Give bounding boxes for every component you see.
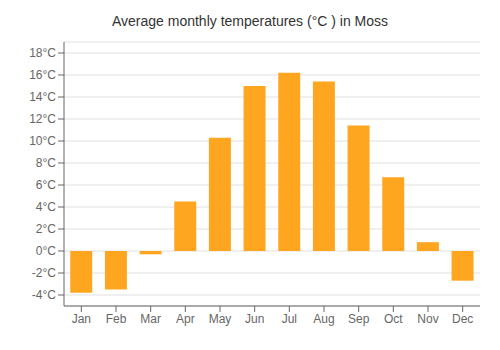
svg-text:Oct: Oct (384, 312, 403, 326)
svg-text:10°C: 10°C (29, 134, 56, 148)
svg-text:Dec: Dec (452, 312, 473, 326)
svg-text:18°C: 18°C (29, 46, 56, 60)
svg-text:Sep: Sep (348, 312, 370, 326)
svg-text:Aug: Aug (313, 312, 334, 326)
svg-text:12°C: 12°C (29, 112, 56, 126)
svg-text:May: May (209, 312, 232, 326)
svg-text:-4°C: -4°C (32, 288, 56, 302)
svg-text:8°C: 8°C (36, 156, 56, 170)
svg-text:2°C: 2°C (36, 222, 56, 236)
svg-text:Nov: Nov (417, 312, 438, 326)
svg-text:-2°C: -2°C (32, 266, 56, 280)
svg-text:14°C: 14°C (29, 90, 56, 104)
svg-text:4°C: 4°C (36, 200, 56, 214)
svg-text:16°C: 16°C (29, 68, 56, 82)
svg-text:Jun: Jun (245, 312, 264, 326)
svg-text:Apr: Apr (176, 312, 195, 326)
svg-text:Feb: Feb (106, 312, 127, 326)
svg-text:Mar: Mar (140, 312, 161, 326)
svg-text:6°C: 6°C (36, 178, 56, 192)
svg-text:Jul: Jul (282, 312, 297, 326)
svg-text:0°C: 0°C (36, 244, 56, 258)
svg-text:Jan: Jan (72, 312, 91, 326)
html-text:Average monthly temperatures (: Average monthly temperatures (°C ) in Mo… (111, 13, 389, 29)
